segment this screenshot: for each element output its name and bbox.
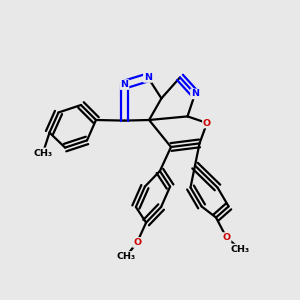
Text: O: O [222,233,231,242]
Text: N: N [144,73,152,82]
Text: O: O [203,118,211,127]
Text: CH₃: CH₃ [33,148,52,158]
Text: CH₃: CH₃ [116,252,136,261]
Text: CH₃: CH₃ [230,244,250,253]
Text: N: N [191,89,199,98]
Text: O: O [133,238,141,247]
Text: N: N [121,80,128,89]
